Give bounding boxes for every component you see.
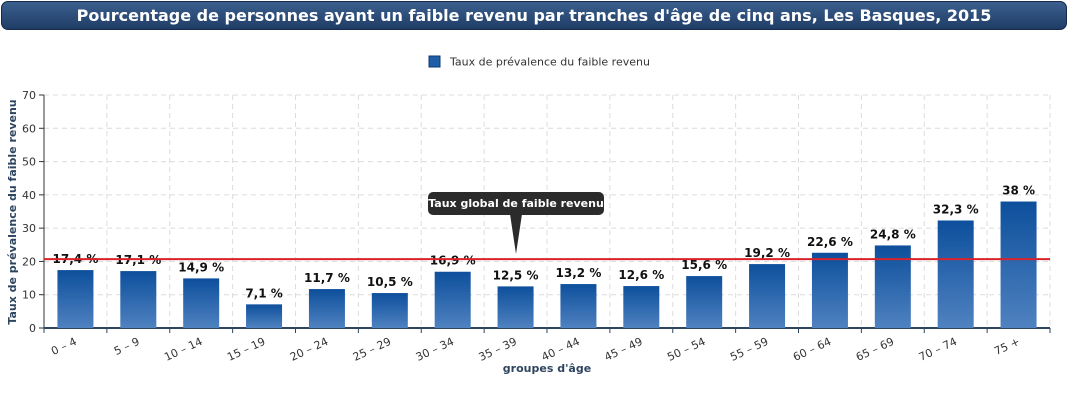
data-label: 13,2 % — [556, 266, 602, 280]
x-tick-label: 50 – 54 — [665, 335, 707, 364]
bar — [560, 284, 597, 328]
bar — [120, 271, 157, 328]
x-tick-label: 40 – 44 — [540, 335, 582, 364]
bar — [57, 270, 94, 328]
bar — [308, 289, 345, 328]
x-tick-label: 35 – 39 — [477, 335, 519, 364]
data-label: 38 % — [1002, 184, 1035, 198]
x-tick-label: 45 – 49 — [602, 335, 644, 364]
bar — [183, 278, 220, 328]
x-tick-label: 55 – 59 — [728, 335, 770, 364]
x-tick-label: 20 – 24 — [288, 335, 330, 364]
y-tick-label: 30 — [22, 222, 36, 235]
x-tick-label: 75 + — [992, 335, 1022, 358]
data-label: 7,1 % — [245, 286, 282, 300]
x-tick-label: 30 – 34 — [414, 335, 456, 364]
data-label: 14,9 % — [178, 260, 224, 274]
y-tick-label: 60 — [22, 122, 36, 135]
y-tick-label: 40 — [22, 189, 36, 202]
bar — [623, 286, 660, 328]
bar — [371, 293, 408, 328]
x-tick-label: 15 – 19 — [225, 335, 267, 364]
bars — [57, 201, 1037, 328]
data-label: 11,7 % — [304, 271, 350, 285]
bar — [811, 252, 848, 328]
legend[interactable]: Taux de prévalence du faible revenu — [428, 55, 650, 69]
data-label: 12,6 % — [618, 268, 664, 282]
bar — [497, 286, 534, 328]
reference-line-tooltip: Taux global de faible revenu — [428, 192, 604, 215]
data-label: 19,2 % — [744, 246, 790, 260]
x-tick-label: 65 – 69 — [854, 335, 896, 364]
data-label: 10,5 % — [367, 275, 413, 289]
bar — [246, 304, 283, 328]
bar — [874, 245, 911, 328]
y-tick-label: 0 — [29, 322, 36, 335]
bar — [686, 276, 723, 328]
bar — [434, 271, 471, 328]
x-axis-label: groupes d'âge — [503, 362, 591, 375]
legend-swatch — [428, 55, 441, 68]
data-label: 15,6 % — [681, 258, 727, 272]
tooltip-pointer — [510, 214, 522, 254]
y-tick-label: 50 — [22, 156, 36, 169]
x-tick-label: 5 – 9 — [112, 335, 142, 358]
x-tick-label: 60 – 64 — [791, 335, 833, 364]
bar — [749, 264, 786, 328]
x-tick-label: 25 – 29 — [351, 335, 393, 364]
x-tick-label: 10 – 14 — [162, 335, 204, 364]
y-tick-label: 70 — [22, 89, 36, 102]
y-axis-label: Taux de prévalence du faible revenu — [6, 99, 19, 324]
legend-label: Taux de prévalence du faible revenu — [449, 56, 650, 69]
x-tick-label: 70 – 74 — [917, 335, 959, 364]
data-label: 32,3 % — [933, 202, 979, 216]
data-label: 22,6 % — [807, 235, 853, 249]
y-tick-label: 10 — [22, 289, 36, 302]
chart-title: Pourcentage de personnes ayant un faible… — [1, 1, 1067, 30]
data-label: 12,5 % — [493, 268, 539, 282]
data-label: 16,9 % — [430, 254, 476, 268]
data-label: 24,8 % — [870, 227, 916, 241]
bar — [1000, 201, 1037, 328]
bar — [937, 220, 974, 328]
x-tick-label: 0 – 4 — [49, 335, 79, 358]
y-tick-label: 20 — [22, 255, 36, 268]
